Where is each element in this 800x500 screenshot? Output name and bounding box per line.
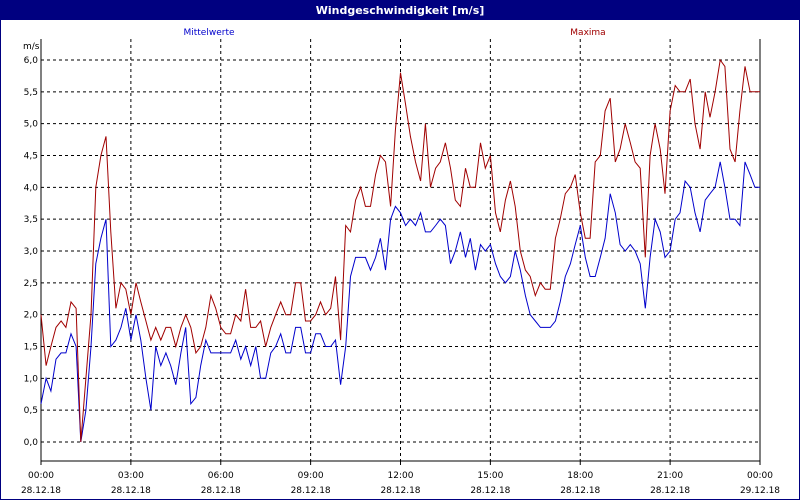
- legend-max: Maxima: [570, 28, 605, 38]
- x-tick-date: 28.12.18: [21, 486, 61, 496]
- x-tick-date: 28.12.18: [201, 486, 241, 496]
- x-tick-date: 28.12.18: [560, 486, 600, 496]
- wind-speed-chart: m/s Mittelwerte Maxima 0,0 0,5 1,0 1,5 2,0 2,…: [21, 28, 780, 496]
- y-tick-label: 4,5: [24, 152, 38, 162]
- x-tick-time: 21:00: [657, 471, 683, 481]
- x-tick-time: 15:00: [477, 471, 503, 481]
- x-tick-date: 29.12.18: [740, 486, 780, 496]
- y-axis-label: m/s: [23, 42, 40, 52]
- y-tick-label: 2,5: [24, 279, 38, 289]
- x-tick-time: 03:00: [118, 471, 144, 481]
- x-tick-time: 09:00: [298, 471, 324, 481]
- y-tick-label: 4,0: [24, 183, 39, 193]
- x-tick-date: 28.12.18: [470, 486, 510, 496]
- x-tick-time: 06:00: [208, 471, 234, 481]
- y-tick-label: 0,5: [24, 406, 38, 416]
- x-tick-time: 18:00: [567, 471, 593, 481]
- x-tick-time: 12:00: [388, 471, 414, 481]
- x-tick-date: 28.12.18: [111, 486, 151, 496]
- y-tick-label: 3,5: [24, 215, 38, 225]
- series-line-maxima: [40, 58, 760, 443]
- x-ticks: 00:00 28.12.18 03:00 28.12.18 06:00 28.12.18 0…: [21, 461, 780, 496]
- legend-mean: Mittelwerte: [183, 28, 234, 38]
- x-tick-date: 28.12.18: [650, 486, 690, 496]
- x-tick-date: 28.12.18: [380, 486, 420, 496]
- y-tick-label: 5,5: [24, 88, 38, 98]
- y-tick-label: 0,0: [24, 438, 39, 448]
- y-tick-label: 2,0: [24, 311, 39, 321]
- x-tick-time: 00:00: [28, 471, 54, 481]
- y-ticks: 0,0 0,5 1,0 1,5 2,0 2,5 3,0 3,5 4,0 4,5 5,0 5,5 6,0: [24, 56, 39, 448]
- y-tick-label: 5,0: [24, 120, 39, 130]
- window-title: Windgeschwindigkeit [m/s]: [1, 1, 799, 20]
- series-line-mittelwerte: [40, 161, 760, 443]
- y-tick-label: 1,5: [24, 343, 38, 353]
- x-tick-time: 00:00: [747, 471, 773, 481]
- series: [40, 58, 760, 443]
- y-tick-label: 1,0: [24, 374, 39, 384]
- y-tick-label: 6,0: [24, 56, 39, 66]
- x-tick-date: 28.12.18: [291, 486, 331, 496]
- y-tick-label: 3,0: [24, 247, 39, 257]
